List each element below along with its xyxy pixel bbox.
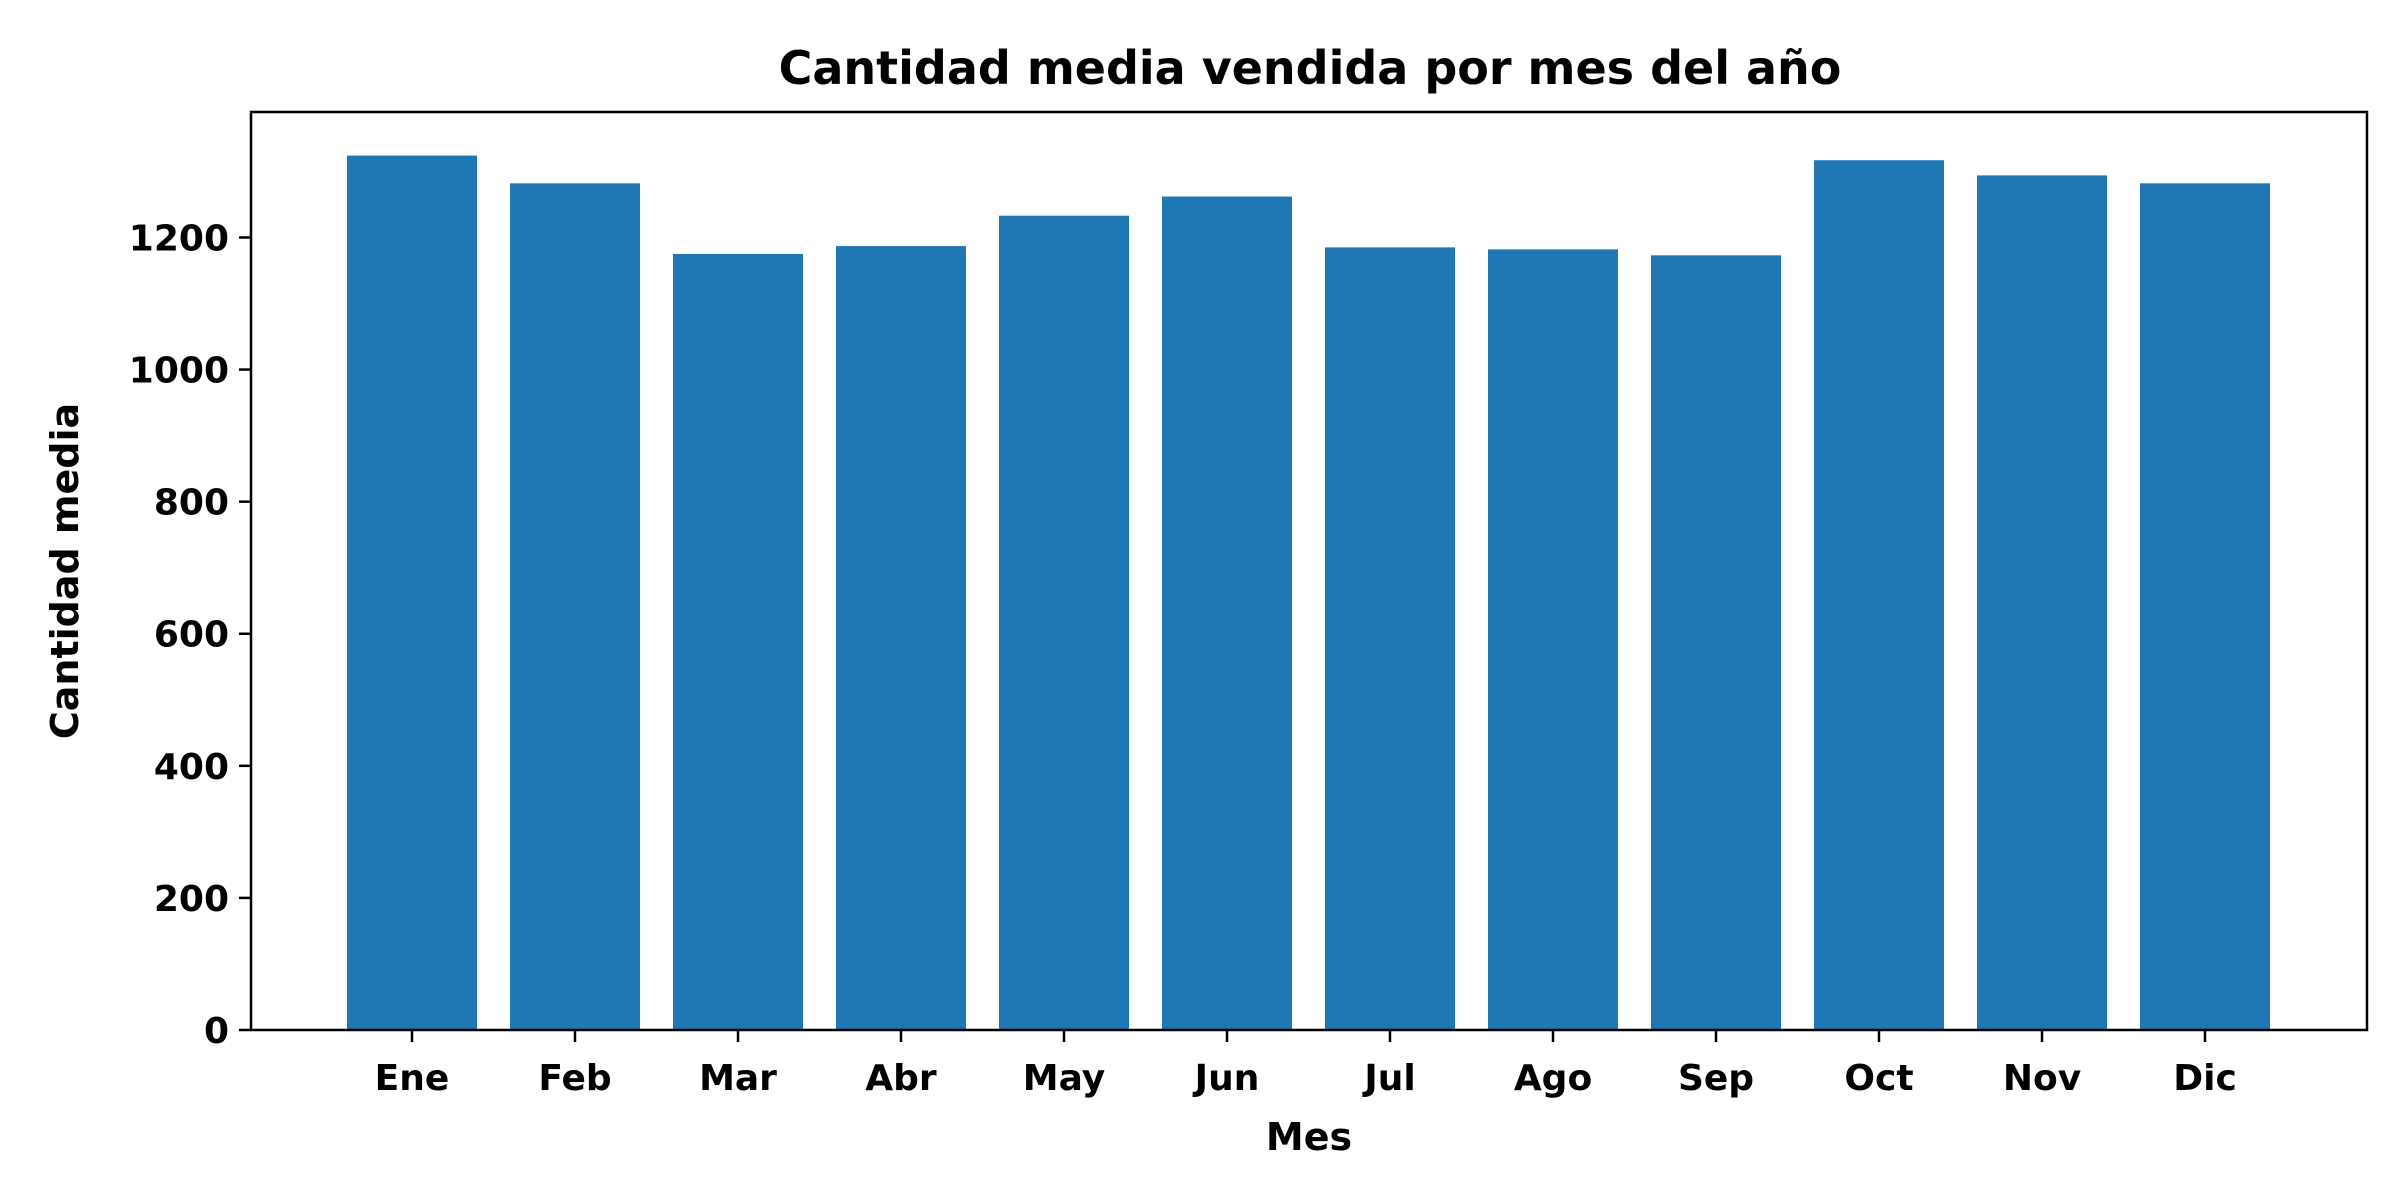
x-tick-label: Ago <box>1514 1058 1592 1099</box>
bar-jun <box>1162 196 1292 1030</box>
x-tick-label: Sep <box>1678 1058 1754 1099</box>
bar-nov <box>1977 175 2107 1031</box>
bar-oct <box>1814 160 1944 1030</box>
bar-may <box>999 215 1129 1031</box>
bar-abr <box>836 246 966 1030</box>
x-tick-label: Mar <box>699 1058 777 1099</box>
bar-feb <box>510 183 640 1031</box>
bar-ene <box>347 155 477 1030</box>
y-axis-ticks: 0 200 400 600 800 1000 1200 <box>129 218 251 1052</box>
x-tick-label: Jun <box>1192 1058 1260 1099</box>
y-tick-label: 400 <box>154 747 229 788</box>
y-tick-label: 200 <box>154 879 229 920</box>
x-tick-label: May <box>1023 1058 1105 1099</box>
x-tick-label: Ene <box>375 1058 450 1099</box>
x-tick-label: Dic <box>2173 1058 2237 1099</box>
bar-ago <box>1488 249 1618 1031</box>
y-axis-label: Cantidad media <box>43 403 87 739</box>
bar-dic <box>2140 183 2270 1031</box>
bar-jul <box>1325 247 1455 1030</box>
y-tick-label: 600 <box>154 615 229 656</box>
chart-title: Cantidad media vendida por mes del año <box>779 41 1842 95</box>
x-axis-label: Mes <box>1266 1115 1352 1159</box>
x-axis-ticks: Ene Feb Mar Abr May Jun Jul Ago Sep Oct Nov Dic <box>375 1030 2237 1099</box>
y-tick-label: 1000 <box>129 351 229 392</box>
x-tick-label: Oct <box>1844 1058 1913 1099</box>
y-tick-label: 0 <box>204 1011 229 1052</box>
bar-mar <box>673 253 803 1031</box>
y-tick-label: 1200 <box>129 218 229 259</box>
plot-frame <box>249 110 2369 1032</box>
y-tick-label: 800 <box>154 483 229 524</box>
bar-sep <box>1651 255 1781 1031</box>
x-tick-label: Feb <box>538 1058 611 1099</box>
x-tick-label: Nov <box>2003 1058 2081 1099</box>
x-tick-label: Jul <box>1361 1058 1415 1099</box>
bars-group <box>347 155 2270 1031</box>
x-tick-label: Abr <box>865 1058 937 1099</box>
